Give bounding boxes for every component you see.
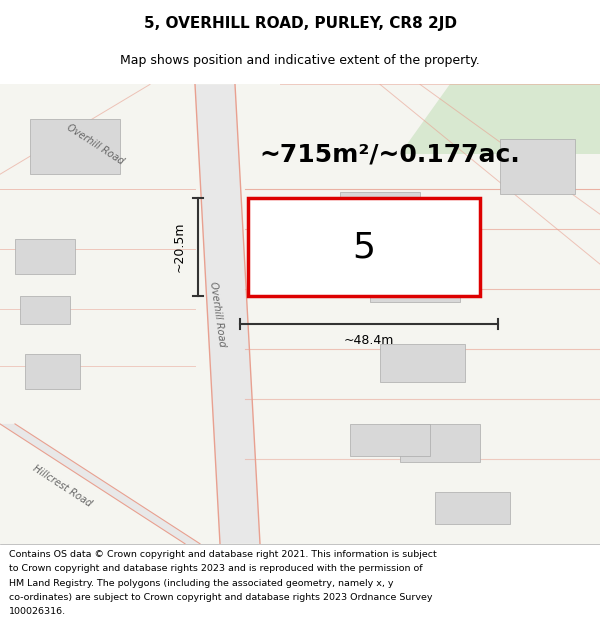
Bar — [380, 344, 465, 382]
Text: 100026316.: 100026316. — [9, 607, 66, 616]
Bar — [248, 198, 480, 296]
Text: to Crown copyright and database rights 2023 and is reproduced with the permissio: to Crown copyright and database rights 2… — [9, 564, 422, 574]
Text: ~715m²/~0.177ac.: ~715m²/~0.177ac. — [260, 142, 520, 166]
Polygon shape — [195, 84, 260, 544]
Bar — [340, 192, 420, 224]
Text: ~20.5m: ~20.5m — [173, 222, 186, 272]
Text: HM Land Registry. The polygons (including the associated geometry, namely x, y: HM Land Registry. The polygons (includin… — [9, 579, 394, 587]
Bar — [370, 264, 460, 302]
Bar — [25, 354, 80, 389]
Text: Map shows position and indicative extent of the property.: Map shows position and indicative extent… — [120, 54, 480, 68]
Text: 5: 5 — [353, 230, 376, 264]
Bar — [20, 296, 70, 324]
Polygon shape — [0, 424, 200, 544]
Text: co-ordinates) are subject to Crown copyright and database rights 2023 Ordnance S: co-ordinates) are subject to Crown copyr… — [9, 593, 433, 602]
Text: Overhill Road: Overhill Road — [208, 281, 227, 348]
Bar — [500, 139, 575, 194]
Bar — [350, 424, 430, 456]
Text: ~48.4m: ~48.4m — [344, 334, 394, 347]
Bar — [435, 492, 510, 524]
Text: Overhill Road: Overhill Road — [65, 122, 125, 166]
Bar — [400, 424, 480, 462]
Polygon shape — [400, 84, 600, 154]
Bar — [30, 119, 120, 174]
Text: Hillcrest Road: Hillcrest Road — [31, 463, 93, 509]
Text: Contains OS data © Crown copyright and database right 2021. This information is : Contains OS data © Crown copyright and d… — [9, 550, 437, 559]
Text: 5, OVERHILL ROAD, PURLEY, CR8 2JD: 5, OVERHILL ROAD, PURLEY, CR8 2JD — [143, 16, 457, 31]
Bar — [15, 239, 75, 274]
